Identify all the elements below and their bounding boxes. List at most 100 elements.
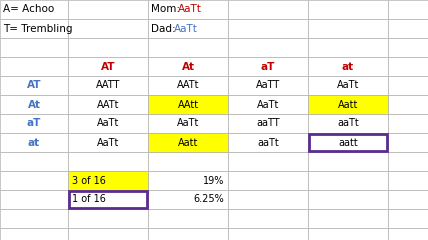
Text: AaTt: AaTt	[257, 100, 279, 109]
Bar	[0, 152, 68, 171]
Text: AAtt: AAtt	[178, 100, 199, 109]
Bar	[68, 133, 148, 152]
Text: AaTt: AaTt	[177, 119, 199, 128]
Bar	[388, 209, 428, 228]
Text: aT: aT	[261, 61, 275, 72]
Bar	[68, 152, 148, 171]
Text: At: At	[27, 100, 41, 109]
Text: Aatt: Aatt	[178, 138, 198, 148]
Bar	[228, 114, 308, 133]
Bar	[148, 114, 228, 133]
Text: AATT: AATT	[96, 80, 120, 90]
Text: AaTt: AaTt	[174, 24, 198, 34]
Text: AaTt: AaTt	[97, 119, 119, 128]
Text: 6.25%: 6.25%	[193, 194, 224, 204]
Bar	[0, 114, 68, 133]
Bar	[388, 190, 428, 209]
Bar	[308, 209, 388, 228]
Bar	[308, 171, 388, 190]
Bar	[228, 76, 308, 95]
Bar	[0, 171, 68, 190]
Bar	[388, 95, 428, 114]
Text: At: At	[181, 61, 194, 72]
Bar	[308, 114, 388, 133]
Text: aaTT: aaTT	[256, 119, 280, 128]
Bar	[228, 209, 308, 228]
Text: AATt: AATt	[177, 80, 199, 90]
Bar	[148, 133, 228, 152]
Bar	[0, 0, 68, 19]
Bar	[388, 76, 428, 95]
Bar	[228, 171, 308, 190]
Bar	[0, 228, 68, 240]
Bar	[148, 38, 228, 57]
Bar	[68, 95, 148, 114]
Bar	[388, 19, 428, 38]
Bar	[0, 95, 68, 114]
Bar	[228, 228, 308, 240]
Text: Dad:: Dad:	[151, 24, 179, 34]
Bar	[148, 228, 228, 240]
Bar	[148, 95, 228, 114]
Bar	[68, 228, 148, 240]
Bar	[148, 152, 228, 171]
Text: at: at	[342, 61, 354, 72]
Bar	[0, 190, 68, 209]
Text: AT: AT	[27, 80, 41, 90]
Bar	[0, 19, 68, 38]
Bar	[68, 19, 148, 38]
Bar	[388, 38, 428, 57]
Bar	[228, 19, 308, 38]
Bar	[228, 95, 308, 114]
Bar	[228, 0, 308, 19]
Text: at: at	[28, 138, 40, 148]
Bar	[68, 171, 148, 190]
Bar	[148, 0, 228, 19]
Bar	[308, 38, 388, 57]
Bar	[228, 38, 308, 57]
Bar	[308, 228, 388, 240]
Bar	[68, 38, 148, 57]
Bar	[388, 114, 428, 133]
Bar	[148, 19, 228, 38]
Bar	[308, 76, 388, 95]
Text: Aatt: Aatt	[338, 100, 358, 109]
Text: AaTt: AaTt	[178, 5, 202, 14]
Bar	[0, 133, 68, 152]
Bar	[68, 114, 148, 133]
Bar	[0, 57, 68, 76]
Bar	[388, 133, 428, 152]
Bar	[388, 57, 428, 76]
Text: Mom:: Mom:	[151, 5, 183, 14]
Text: 1 of 16: 1 of 16	[72, 194, 106, 204]
Bar	[388, 152, 428, 171]
Bar	[228, 57, 308, 76]
Bar	[68, 76, 148, 95]
Bar	[148, 190, 228, 209]
Bar	[68, 57, 148, 76]
Text: aaTt: aaTt	[257, 138, 279, 148]
Bar	[148, 95, 228, 114]
Text: aT: aT	[27, 119, 41, 128]
Bar	[388, 228, 428, 240]
Bar	[148, 171, 228, 190]
Text: A= Achoo: A= Achoo	[3, 5, 54, 14]
Bar	[148, 209, 228, 228]
Bar	[68, 190, 148, 209]
Text: aatt: aatt	[338, 138, 358, 148]
Bar	[388, 0, 428, 19]
Text: AaTt: AaTt	[337, 80, 359, 90]
Bar	[228, 152, 308, 171]
Bar	[228, 133, 308, 152]
Bar	[0, 209, 68, 228]
Text: T= Trembling: T= Trembling	[3, 24, 72, 34]
Bar	[148, 76, 228, 95]
Text: aaTt: aaTt	[337, 119, 359, 128]
Bar	[148, 133, 228, 152]
Bar	[308, 19, 388, 38]
Text: AaTT: AaTT	[256, 80, 280, 90]
Bar	[308, 0, 388, 19]
Bar	[308, 95, 388, 114]
Bar	[68, 0, 148, 19]
Bar	[148, 57, 228, 76]
